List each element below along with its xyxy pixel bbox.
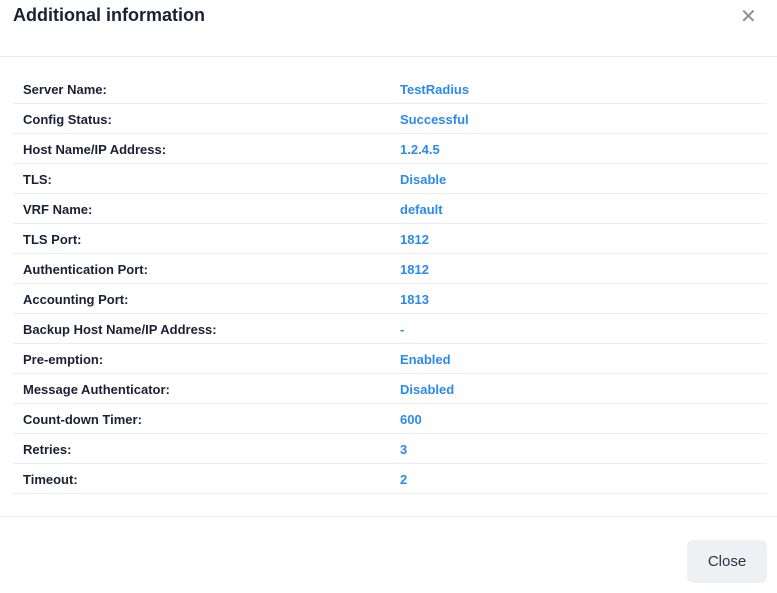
info-row: TLS: Disable xyxy=(13,164,767,194)
header-divider xyxy=(0,56,777,57)
info-list: Server Name: TestRadius Config Status: Succ… xyxy=(13,74,767,494)
info-value: TestRadius xyxy=(400,82,470,97)
info-value: 1.2.4.5 xyxy=(400,142,440,157)
info-row: VRF Name: default xyxy=(13,194,767,224)
info-value: 600 xyxy=(400,412,422,427)
info-label: Timeout: xyxy=(23,472,78,487)
info-row: Backup Host Name/IP Address: - xyxy=(13,314,767,344)
info-label: Config Status: xyxy=(23,112,112,127)
info-label: Retries: xyxy=(23,442,72,457)
info-label: Pre-emption: xyxy=(23,352,104,367)
info-label: TLS: xyxy=(23,172,52,187)
info-value: 1812 xyxy=(400,262,429,277)
info-row: Message Authenticator: Disabled xyxy=(13,374,767,404)
info-value: 3 xyxy=(400,442,408,457)
info-value: Disable xyxy=(400,172,447,187)
info-value: 1813 xyxy=(400,292,429,307)
dialog-title: Additional information xyxy=(13,5,205,25)
info-label: Host Name/IP Address: xyxy=(23,142,167,157)
info-value: 1812 xyxy=(400,232,429,247)
info-value: Successful xyxy=(400,112,469,127)
info-value: Disabled xyxy=(400,382,455,397)
info-row: Config Status: Successful xyxy=(13,104,767,134)
info-row: Timeout: 2 xyxy=(13,464,767,494)
info-label: Authentication Port: xyxy=(23,262,148,277)
info-row: Pre-emption: Enabled xyxy=(13,344,767,374)
info-label: TLS Port: xyxy=(23,232,82,247)
info-value: Enabled xyxy=(400,352,451,367)
footer-divider xyxy=(0,516,777,517)
info-row: Retries: 3 xyxy=(13,434,767,464)
info-label: Message Authenticator: xyxy=(23,382,170,397)
info-row: Accounting Port: 1813 xyxy=(13,284,767,314)
close-icon[interactable]: ✕ xyxy=(740,6,757,28)
info-label: Backup Host Name/IP Address: xyxy=(23,322,217,337)
info-row: Authentication Port: 1812 xyxy=(13,254,767,284)
info-row: Count-down Timer: 600 xyxy=(13,404,767,434)
info-label: Server Name: xyxy=(23,82,107,97)
info-label: VRF Name: xyxy=(23,202,93,217)
info-row: Host Name/IP Address: 1.2.4.5 xyxy=(13,134,767,164)
info-label: Count-down Timer: xyxy=(23,412,142,427)
info-label: Accounting Port: xyxy=(23,292,129,307)
info-value: - xyxy=(400,322,405,337)
close-button[interactable]: Close xyxy=(687,540,767,583)
info-value: default xyxy=(400,202,443,217)
info-row: Server Name: TestRadius xyxy=(13,74,767,104)
info-value: 2 xyxy=(400,472,408,487)
info-row: TLS Port: 1812 xyxy=(13,224,767,254)
